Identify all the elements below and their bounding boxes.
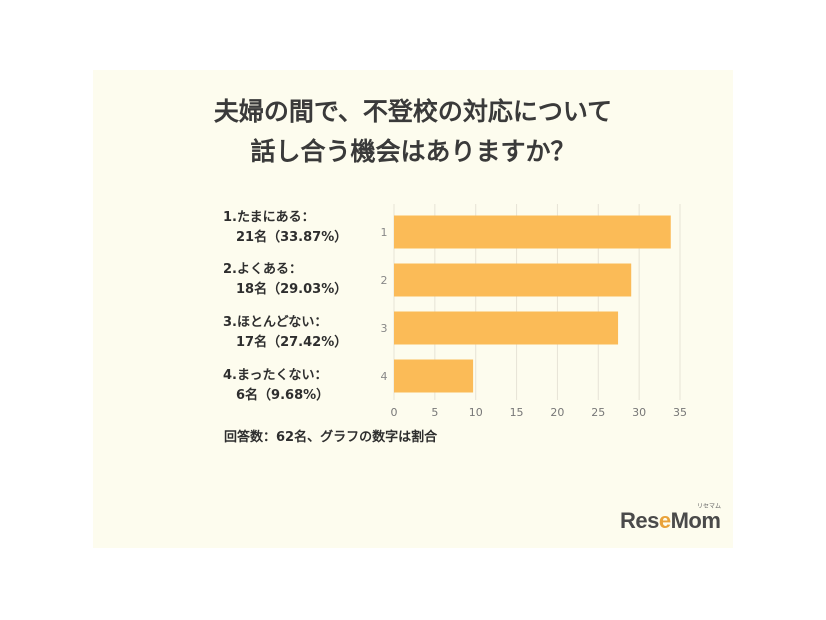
bar	[394, 311, 619, 345]
logo-text-c: Mom	[670, 508, 721, 533]
resemom-logo: ReseMom リセマム	[620, 504, 721, 534]
category-label-3-line1: 3.ほとんどない：	[223, 315, 328, 330]
title-line-1: 夫婦の間で、不登校の対応について	[213, 97, 613, 126]
category-label-4-line2: 6名（9.68%）	[236, 388, 330, 403]
category-label-3-line2: 17名（27.42%）	[236, 335, 348, 350]
logo-text-a: Res	[620, 508, 659, 533]
category-label-3: 3.ほとんどない： 17名（27.42%）	[223, 313, 347, 353]
bar-chart: 0 5 10 15 20 25 30 35 1 2 3 4	[381, 204, 687, 419]
x-tick-label: 35	[673, 406, 687, 419]
y-tick-label: 1	[381, 226, 388, 239]
y-tick-label: 3	[381, 322, 388, 335]
bar	[394, 263, 632, 297]
category-label-1-line1: 1.たまにある：	[223, 210, 315, 225]
footnote: 回答数：62名、グラフの数字は割合	[224, 430, 438, 445]
category-label-2: 2.よくある： 18名（29.03%）	[223, 260, 347, 300]
y-tick-label: 4	[381, 370, 388, 383]
chart-card	[93, 70, 733, 548]
x-tick-label: 20	[550, 406, 564, 419]
category-label-1-line2: 21名（33.87%）	[236, 230, 348, 245]
x-tick-label: 30	[632, 406, 646, 419]
x-tick-label: 5	[431, 406, 438, 419]
x-tick-label: 0	[391, 406, 398, 419]
x-tick-label: 25	[591, 406, 605, 419]
x-tick-label: 15	[510, 406, 524, 419]
bar	[394, 359, 474, 393]
title-line-2: 話し合う機会はありますか？	[250, 137, 576, 166]
category-label-1: 1.たまにある： 21名（33.87%）	[223, 208, 347, 248]
category-label-2-line2: 18名（29.03%）	[236, 282, 348, 297]
category-label-4-line1: 4.まったくない：	[223, 368, 328, 383]
x-tick-label: 10	[469, 406, 483, 419]
y-tick-label: 2	[381, 274, 388, 287]
logo-small-text: リセマム	[697, 504, 722, 510]
chart-title: 夫婦の間で、不登校の対応について 話し合う機会はありますか？	[93, 92, 733, 172]
category-label-2-line1: 2.よくある：	[223, 262, 302, 277]
category-label-4: 4.まったくない： 6名（9.68%）	[223, 366, 329, 406]
bar	[394, 215, 671, 249]
logo-text-b: e	[658, 508, 671, 533]
